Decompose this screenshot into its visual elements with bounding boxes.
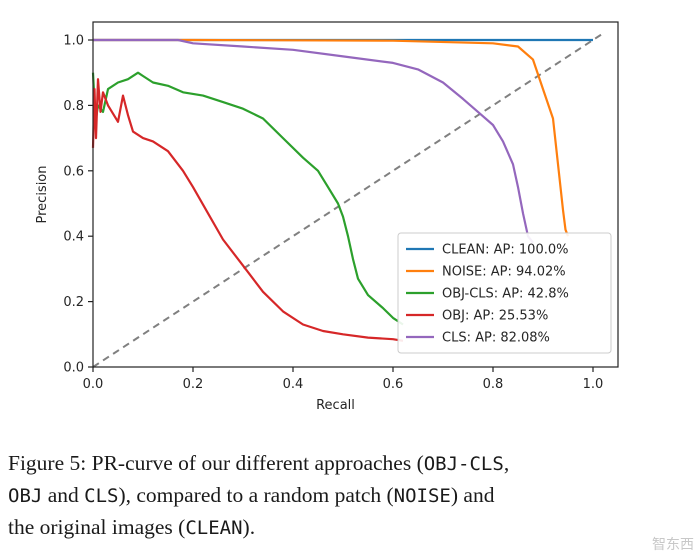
caption-text: , [503, 451, 510, 475]
plot-frame [92, 21, 619, 368]
caption-code: CLEAN [185, 517, 243, 539]
caption-code: CLS [84, 485, 119, 507]
legend-label: OBJ-CLS: AP: 42.8% [442, 287, 569, 302]
legend-label: NOISE: AP: 94.02% [442, 265, 566, 280]
caption-code: OBJ [8, 485, 43, 507]
pr-curve-chart: 0.0 0.2 0.4 0.6 0.8 1.0 0.0 0.2 0.4 0.6 0.8 1.0 Reca… [35, 21, 619, 413]
figure-caption: Figure 5: PR-curve of our different appr… [8, 448, 698, 544]
legend-label: CLEAN: AP: 100.0% [442, 243, 568, 258]
random-baseline-line [92, 32, 604, 368]
caption-line-1: Figure 5: PR-curve of our different appr… [8, 448, 698, 480]
y-tick-label: 0.8 [63, 99, 84, 114]
caption-text: ), compared to a random patch ( [118, 483, 394, 507]
y-tick-label: 1.0 [63, 34, 84, 49]
y-axis-title: Precision [35, 165, 50, 223]
series-line-1 [93, 38, 570, 237]
x-tick-label: 0.8 [483, 377, 504, 392]
caption-text: ) and [450, 483, 495, 507]
x-tick-label: 0.2 [183, 377, 204, 392]
y-tick-label: 0.2 [63, 295, 84, 310]
x-tick-label: 0.6 [383, 377, 404, 392]
x-axis-title: Recall [316, 398, 355, 413]
caption-text: Figure 5: PR-curve of our different appr… [8, 451, 424, 475]
caption-line-3: the original images (CLEAN). [8, 512, 698, 544]
x-tick-label: 0.4 [283, 377, 304, 392]
series-line-4 [93, 38, 534, 244]
caption-text: the original images ( [8, 515, 186, 539]
caption-text: ). [242, 515, 256, 539]
x-tick-label: 0.0 [83, 377, 104, 392]
caption-code: OBJ-CLS [423, 453, 504, 475]
legend-label: CLS: AP: 82.08% [442, 331, 550, 346]
caption-line-2: OBJ and CLS), compared to a random patch… [8, 480, 698, 512]
legend-box [397, 232, 612, 354]
watermark-logo: 智东西 [652, 537, 694, 553]
caption-code: NOISE [393, 485, 451, 507]
y-tick-label: 0.6 [63, 164, 84, 179]
pr-curve-figure: 0.0 0.2 0.4 0.6 0.8 1.0 0.0 0.2 0.4 0.6 0.8 1.0 Reca… [35, 21, 619, 413]
y-tick-label: 0.4 [63, 230, 84, 245]
x-tick-label: 1.0 [583, 377, 604, 392]
series-line-2 [91, 71, 404, 326]
y-tick-label: 0.0 [63, 361, 84, 376]
series-line-3 [91, 78, 404, 342]
caption-text: and [42, 483, 85, 507]
legend-label: OBJ: AP: 25.53% [442, 309, 548, 324]
